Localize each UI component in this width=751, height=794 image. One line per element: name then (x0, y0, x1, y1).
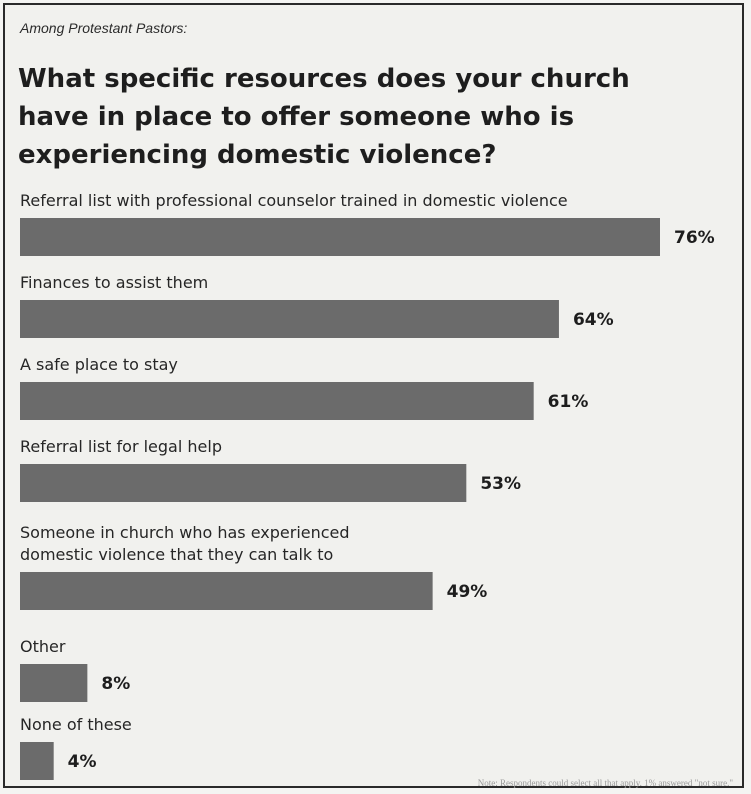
bar (20, 218, 660, 256)
bar (20, 464, 467, 502)
value-label: 61% (548, 392, 589, 412)
category-label: Other (20, 637, 66, 656)
value-label: 76% (674, 228, 715, 248)
category-label: None of these (20, 715, 132, 734)
bar (20, 742, 54, 780)
chart-title: What specific resources does your church… (18, 64, 630, 170)
category-label: Referral list for legal help (20, 437, 222, 456)
bar (20, 572, 433, 610)
value-label: 8% (101, 674, 130, 694)
bar (20, 664, 88, 702)
category-label: domestic violence that they can talk to (20, 545, 333, 564)
category-label: Referral list with professional counselo… (20, 191, 568, 210)
bar (20, 300, 559, 338)
bar (20, 382, 534, 420)
category-label: Finances to assist them (20, 273, 208, 292)
chart-subtitle: Among Protestant Pastors: (20, 20, 188, 36)
value-label: 4% (68, 752, 97, 772)
value-label: 49% (447, 582, 488, 602)
category-label: Someone in church who has experienced (20, 523, 350, 542)
category-label: A safe place to stay (20, 355, 178, 374)
value-label: 53% (480, 474, 521, 494)
value-label: 64% (573, 310, 614, 330)
footnote: Note: Respondents could select all that … (477, 778, 733, 788)
